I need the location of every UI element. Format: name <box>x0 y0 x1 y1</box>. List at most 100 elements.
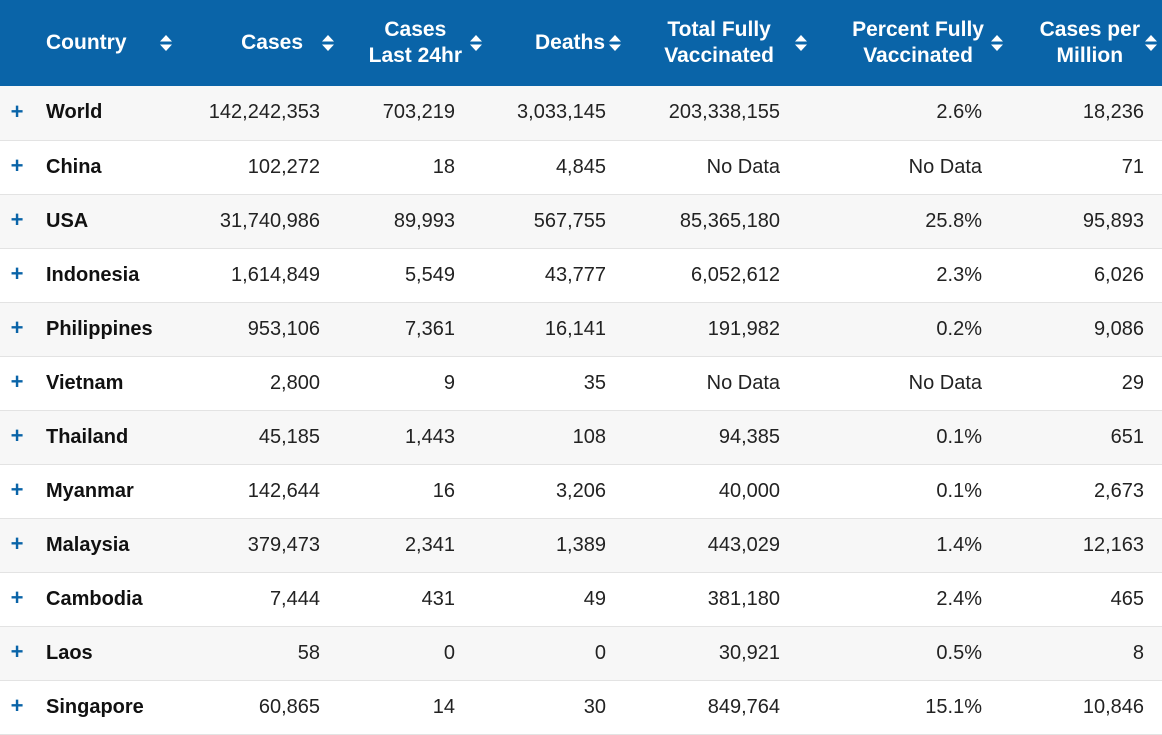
column-header-cases-per-million-line2: Million <box>1056 44 1124 67</box>
expand-row-icon[interactable]: + <box>10 153 24 178</box>
table-row[interactable]: + Thailand 45,185 1,443 108 94,385 0.1% 651 <box>0 410 1162 464</box>
column-header-total-vaccinated-line2: Vaccinated <box>664 44 774 67</box>
cell-country: Cambodia <box>46 587 143 610</box>
expand-row-icon[interactable]: + <box>10 585 24 610</box>
column-header-country[interactable]: Country <box>34 0 187 86</box>
sort-icon[interactable] <box>608 33 622 53</box>
cell-cases-per-million: 10,846 <box>1082 695 1144 718</box>
cell-total-vaccinated: 6,052,612 <box>691 263 780 286</box>
cell-cases-24hr: 5,549 <box>404 263 455 286</box>
cell-total-vaccinated: 381,180 <box>707 587 780 610</box>
cell-total-vaccinated: 849,764 <box>707 695 780 718</box>
cell-deaths: 567,755 <box>533 209 606 232</box>
expand-cell: + <box>0 302 34 356</box>
sort-icon[interactable] <box>1144 33 1158 53</box>
column-header-deaths-label: Deaths <box>534 31 605 54</box>
cell-percent-vaccinated: 0.5% <box>936 641 982 664</box>
cell-cases-24hr: 89,993 <box>393 209 455 232</box>
column-header-cases-24hr[interactable]: Cases Last 24hr <box>337 0 489 86</box>
expand-cell: + <box>0 518 34 572</box>
cell-country: Philippines <box>46 317 153 340</box>
table-row[interactable]: + Vietnam 2,800 9 35 No Data No Data 29 <box>0 356 1162 410</box>
cell-cases: 102,272 <box>247 155 320 178</box>
cell-total-vaccinated: 94,385 <box>718 425 780 448</box>
cell-cases: 58 <box>297 641 320 664</box>
cell-cases-24hr: 9 <box>443 371 455 394</box>
table-row[interactable]: + Singapore 60,865 14 30 849,764 15.1% 10,846 <box>0 680 1162 734</box>
cell-deaths: 35 <box>583 371 606 394</box>
cell-total-vaccinated: 191,982 <box>707 317 780 340</box>
column-header-deaths[interactable]: Deaths <box>489 0 622 86</box>
cell-cases: 379,473 <box>247 533 320 556</box>
sort-icon[interactable] <box>159 33 173 53</box>
expand-row-icon[interactable]: + <box>10 423 24 448</box>
expand-cell: + <box>0 680 34 734</box>
cell-country: Myanmar <box>46 479 134 502</box>
cell-deaths: 49 <box>583 587 606 610</box>
expand-row-icon[interactable]: + <box>10 207 24 232</box>
sort-icon[interactable] <box>321 33 335 53</box>
cell-cases: 1,614,849 <box>231 263 320 286</box>
expand-row-icon[interactable]: + <box>10 315 24 340</box>
table-row[interactable]: + World 142,242,353 703,219 3,033,145 203,338… <box>0 86 1162 140</box>
cell-cases-per-million: 9,086 <box>1093 317 1144 340</box>
cell-cases-24hr: 0 <box>443 641 455 664</box>
cell-deaths: 3,206 <box>555 479 606 502</box>
expand-row-icon[interactable]: + <box>10 261 24 286</box>
table-header-row: Country Cases Cases Last 24hr <box>0 0 1162 86</box>
expand-cell: + <box>0 410 34 464</box>
cell-total-vaccinated: 30,921 <box>718 641 780 664</box>
cell-cases: 142,644 <box>247 479 320 502</box>
cell-deaths: 43,777 <box>544 263 606 286</box>
expand-row-icon[interactable]: + <box>10 693 24 718</box>
cell-percent-vaccinated: 0.1% <box>936 425 982 448</box>
sort-icon[interactable] <box>990 33 1004 53</box>
expand-cell: + <box>0 140 34 194</box>
cell-cases-24hr: 1,443 <box>404 425 455 448</box>
column-header-cases-24hr-line2: Last 24hr <box>368 44 462 67</box>
cell-cases: 953,106 <box>247 317 320 340</box>
cell-percent-vaccinated: 25.8% <box>925 209 982 232</box>
table-row[interactable]: + Indonesia 1,614,849 5,549 43,777 6,052,612 2… <box>0 248 1162 302</box>
cell-cases: 2,800 <box>269 371 320 394</box>
table-row[interactable]: + Malaysia 379,473 2,341 1,389 443,029 1.4% 12,… <box>0 518 1162 572</box>
cell-percent-vaccinated: 0.1% <box>936 479 982 502</box>
cell-cases-per-million: 465 <box>1110 587 1144 610</box>
cell-cases-per-million: 12,163 <box>1082 533 1144 556</box>
sort-icon[interactable] <box>794 33 808 53</box>
column-header-cases-per-million[interactable]: Cases per Million <box>1020 0 1162 86</box>
expand-row-icon[interactable]: + <box>10 369 24 394</box>
cell-cases-per-million: 6,026 <box>1093 263 1144 286</box>
cell-country: China <box>46 155 102 178</box>
column-header-cases[interactable]: Cases <box>187 0 337 86</box>
cell-country: Indonesia <box>46 263 140 286</box>
column-header-cases-per-million-line1: Cases per <box>1039 18 1140 41</box>
expand-row-icon[interactable]: + <box>10 477 24 502</box>
table-row[interactable]: + Philippines 953,106 7,361 16,141 191,982 0.2… <box>0 302 1162 356</box>
cell-cases-24hr: 14 <box>432 695 455 718</box>
table-row[interactable]: + Myanmar 142,644 16 3,206 40,000 0.1% 2,673 <box>0 464 1162 518</box>
cell-percent-vaccinated: 2.6% <box>936 101 982 124</box>
column-header-total-vaccinated[interactable]: Total Fully Vaccinated <box>622 0 814 86</box>
expand-row-icon[interactable]: + <box>10 639 24 664</box>
cell-cases: 7,444 <box>269 587 320 610</box>
cell-cases-per-million: 651 <box>1110 425 1144 448</box>
column-header-cases-label: Cases <box>241 31 303 54</box>
cell-country: Singapore <box>46 695 144 718</box>
cell-deaths: 1,389 <box>555 533 606 556</box>
table-row[interactable]: + USA 31,740,986 89,993 567,755 85,365,180 25.… <box>0 194 1162 248</box>
column-header-cases-per-million-label: Cases per Million <box>1040 17 1140 69</box>
table-row[interactable]: + Cambodia 7,444 431 49 381,180 2.4% 465 <box>0 572 1162 626</box>
cell-percent-vaccinated: 15.1% <box>925 695 982 718</box>
sort-icon[interactable] <box>469 33 483 53</box>
column-header-percent-vaccinated[interactable]: Percent Fully Vaccinated <box>814 0 1020 86</box>
cell-cases: 142,242,353 <box>208 101 320 124</box>
table-row[interactable]: + Laos 58 0 0 30,921 0.5% 8 <box>0 626 1162 680</box>
table-row[interactable]: + China 102,272 18 4,845 No Data No Data 71 <box>0 140 1162 194</box>
expand-row-icon[interactable]: + <box>10 98 24 124</box>
expand-row-icon[interactable]: + <box>10 531 24 556</box>
expand-cell: + <box>0 86 34 140</box>
column-header-percent-vaccinated-line1: Percent Fully <box>852 18 984 41</box>
cell-total-vaccinated: No Data <box>706 155 780 178</box>
cell-cases-24hr: 2,341 <box>404 533 455 556</box>
